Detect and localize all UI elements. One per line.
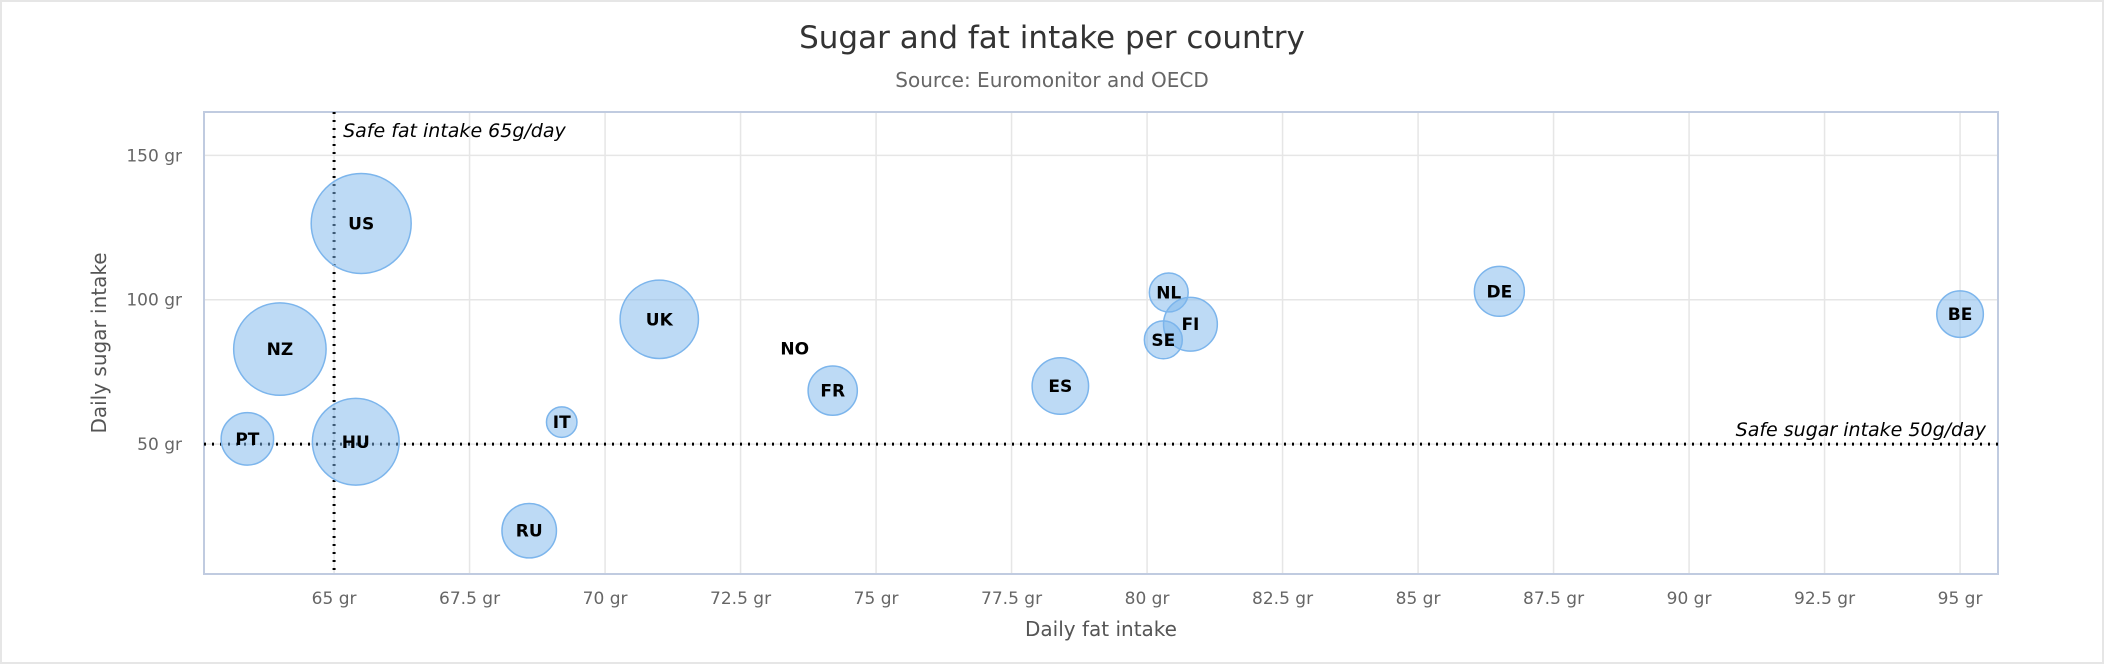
x-tick-label: 80 gr [1125,589,1170,609]
bubble-de [1473,265,1526,318]
x-tick-label: 85 gr [1396,589,1441,609]
x-tick-label: 72.5 gr [710,589,771,609]
bubble-it [545,406,578,439]
y-axis-ticks: 50 gr 100 gr 150 gr [126,146,182,455]
bubble-label-pt: PT [235,430,259,450]
x-tick-label: 67.5 gr [439,589,500,609]
bubble-label-es: ES [1048,377,1072,397]
bubble-label-hu: HU [342,433,370,453]
y-tick-label: 150 gr [126,146,182,166]
x-tick-label: 75 gr [854,589,899,609]
x-tick-label: 95 gr [1938,589,1983,609]
bubble-ru [501,502,558,559]
plot-area [204,112,1998,574]
x-tick-label: 77.5 gr [981,589,1042,609]
bubble-label-us: US [348,214,374,234]
bubble-label-de: DE [1486,282,1512,302]
x-axis-ticks: 65 gr 67.5 gr 70 gr 72.5 gr 75 gr 77.5 gr 80 g… [312,589,1983,609]
plot-lines: Safe fat intake 65g/day Safe sugar intake… [204,112,1998,574]
x-tick-label: 70 gr [583,589,628,609]
bubble-us [310,172,412,275]
bubble-label-nz: NZ [267,340,294,360]
bubble-hu [311,397,400,486]
bubble-label-nl: NL [1156,283,1181,303]
bubble-label-it: IT [553,413,571,433]
bubble-label-fr: FR [820,382,845,402]
bubble-label-se: SE [1151,331,1175,351]
bubble-es [1031,357,1090,416]
bubble-label-ru: RU [516,522,543,542]
bubble-label-uk: UK [646,310,674,330]
x-tick-label: 92.5 gr [1794,589,1855,609]
bubble-uk [619,279,700,360]
plot-border [203,111,1999,575]
bubble-pt [220,411,275,466]
y-tick-label: 50 gr [137,435,182,455]
x-tick-label: 82.5 gr [1252,589,1313,609]
chart-subtitle: Source: Euromonitor and OECD [895,68,1209,92]
x-tick-label: 90 gr [1667,589,1712,609]
y-axis-title: Daily sugar intake [87,252,111,433]
bubble-be [1936,290,1985,339]
bubble-label-be: BE [1948,305,1973,325]
safe-fat-label: Safe fat intake 65g/day [343,120,566,142]
chart-title: Sugar and fat intake per country [799,20,1305,56]
bubbles: US NZ HU UK ES RU FI PT DE FR BE NL SE IT NO [220,172,1985,559]
x-tick-label: 65 gr [312,589,357,609]
bubble-se [1143,320,1184,360]
bubble-fr [807,365,859,417]
bubble-label-no: NO [780,339,809,359]
bubble-label-fi: FI [1181,315,1199,335]
bubble-nl [1148,272,1189,313]
y-tick-label: 100 gr [126,291,182,311]
bubble-nz [232,302,327,397]
x-axis-title: Daily fat intake [1025,617,1177,641]
x-tick-label: 87.5 gr [1523,589,1584,609]
safe-sugar-label: Safe sugar intake 50g/day [1736,419,1987,441]
